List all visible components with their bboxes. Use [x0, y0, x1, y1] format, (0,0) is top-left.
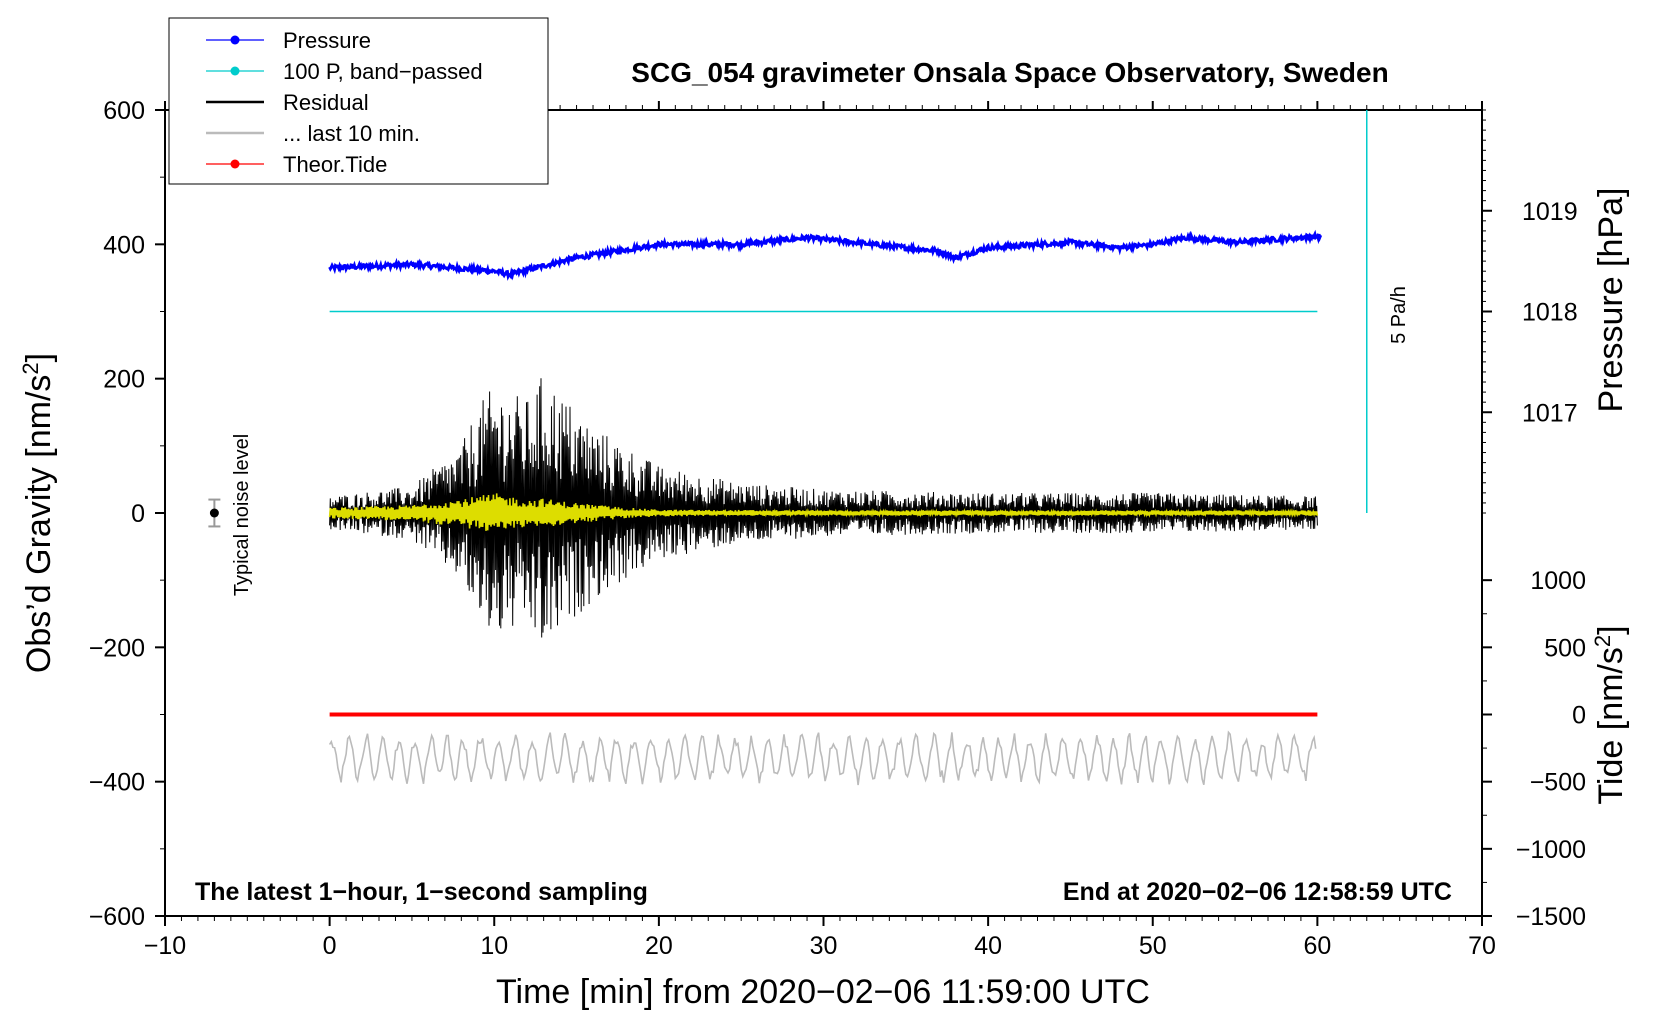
y-tick-label: 600	[103, 97, 145, 125]
y-tick-label: −200	[89, 634, 145, 662]
tide-axis-title-text: Tide [nm/s	[1592, 647, 1630, 804]
axis-ticks: −10 0 10 20 30 40 50 60 70 −600 −400 −200 0 200 400 600…	[89, 97, 1586, 960]
x-tick-label: 50	[1139, 932, 1167, 960]
series-residual-yellow	[328, 493, 1319, 531]
x-axis-title: Time [min] from 2020−02−06 11:59:00 UTC	[496, 973, 1150, 1011]
tide-axis-title-close: ]	[1592, 625, 1630, 634]
x-tick-label: 0	[323, 932, 337, 960]
series-last-10-min	[328, 730, 1317, 786]
y-tick-label: 400	[103, 231, 145, 259]
x-tick-label: 40	[974, 932, 1002, 960]
y-axis-title-close: ]	[20, 353, 58, 362]
annotation-sampling: The latest 1−hour, 1−second sampling	[195, 878, 648, 906]
y-axis-title-text: Obs’d Gravity [nm/s	[20, 375, 58, 674]
legend-label: 100 P, band−passed	[283, 59, 483, 84]
tide-tick-label: 500	[1544, 634, 1586, 662]
series-pressure	[328, 229, 1323, 281]
y-axis-title-sup: 2	[18, 362, 43, 374]
legend-marker	[230, 35, 240, 45]
legend-label: ... last 10 min.	[283, 121, 420, 146]
x-tick-label: 10	[480, 932, 508, 960]
x-tick-label: 30	[810, 932, 838, 960]
pressure-tick-label: 1019	[1522, 198, 1578, 226]
tide-axis-title: Tide [nm/s2]	[1590, 625, 1630, 804]
legend-label: Pressure	[283, 28, 371, 53]
annotation-end-time: End at 2020−02−06 12:58:59 UTC	[1063, 878, 1452, 906]
tide-tick-label: −500	[1530, 769, 1586, 797]
y-tick-label: −600	[89, 903, 145, 931]
noise-level-label: Typical noise level	[231, 434, 253, 596]
tide-tick-label: 1000	[1530, 567, 1586, 595]
pressure-tick-label: 1018	[1522, 299, 1578, 327]
legend-marker	[230, 159, 240, 169]
y-tick-label: 0	[131, 500, 145, 528]
y-axis-title: Obs’d Gravity [nm/s2]	[18, 353, 58, 673]
x-tick-label: 70	[1468, 932, 1496, 960]
series-residual	[329, 378, 1318, 638]
data-series	[208, 110, 1368, 786]
y-tick-label: −400	[89, 769, 145, 797]
y-tick-label: 200	[103, 366, 145, 394]
x-tick-label: 20	[645, 932, 673, 960]
legend: Pressure 100 P, band−passed Residual ... la…	[168, 17, 549, 185]
chart-title: SCG_054 gravimeter Onsala Space Observat…	[631, 57, 1388, 88]
pressure-axis-title: Pressure [hPa]	[1592, 188, 1630, 413]
x-tick-label: −10	[144, 932, 186, 960]
legend-label: Residual	[283, 90, 369, 115]
tide-tick-label: −1500	[1516, 903, 1586, 931]
pressure-tick-label: 1017	[1522, 399, 1578, 427]
tide-tick-label: 0	[1572, 702, 1586, 730]
x-tick-label: 60	[1303, 932, 1331, 960]
tide-axis-title-sup: 2	[1590, 635, 1615, 647]
legend-label: Theor.Tide	[283, 152, 387, 177]
scale-bar-label: 5 Pa/h	[1388, 286, 1410, 344]
tide-tick-label: −1000	[1516, 836, 1586, 864]
legend-marker	[230, 66, 240, 76]
noise-marker-dot	[209, 508, 219, 518]
